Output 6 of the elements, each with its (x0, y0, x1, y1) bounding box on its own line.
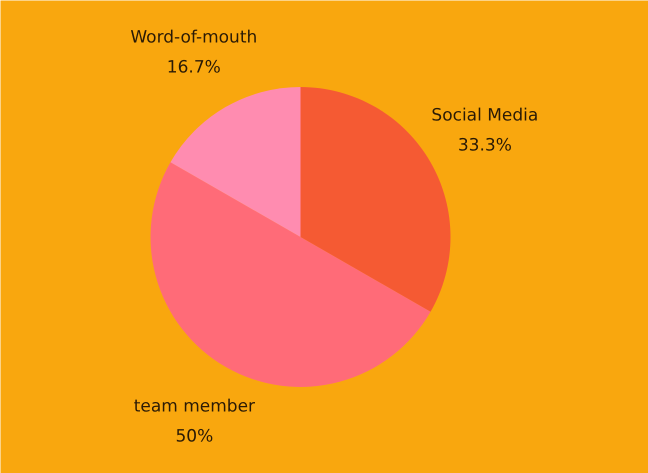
slice-label: Social Media (431, 105, 538, 126)
data-label: 33.3% (458, 135, 512, 156)
slice-label: Word-of-mouth (130, 28, 258, 48)
data-label: 16.7% (166, 58, 221, 78)
slice-label: team member (134, 396, 256, 417)
data-label: 50% (175, 426, 214, 447)
